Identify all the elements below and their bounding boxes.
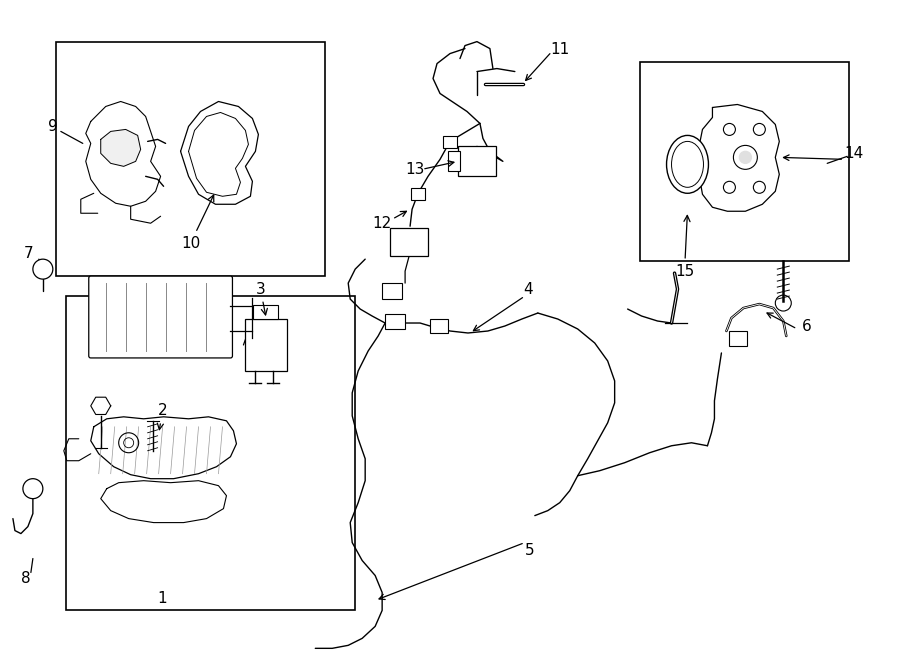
Bar [640,61,850,261]
Bar [448,151,460,171]
Polygon shape [101,481,227,523]
Polygon shape [86,102,160,206]
Text: 13: 13 [405,162,425,177]
Text: 1: 1 [158,591,167,606]
Bar [729,331,747,346]
Circle shape [22,479,43,498]
Text: 5: 5 [525,543,535,558]
Text: 7: 7 [24,246,33,260]
Text: 4: 4 [523,282,533,297]
Polygon shape [101,130,140,167]
Text: 15: 15 [675,215,694,279]
Bar [390,228,428,256]
Ellipse shape [667,136,708,193]
Polygon shape [181,102,258,204]
Bar [443,136,457,148]
Text: 10: 10 [181,195,214,251]
Text: 3: 3 [256,282,267,315]
Text: 12: 12 [373,215,392,231]
Bar [66,296,356,610]
Text: 14: 14 [844,146,864,161]
Bar [254,305,278,319]
Text: 2: 2 [158,403,167,430]
Bar [458,146,496,176]
Text: 8: 8 [21,571,31,586]
Bar [411,188,425,200]
Text: 6: 6 [803,319,812,334]
Polygon shape [91,417,237,479]
Bar [385,314,405,329]
Bar [382,283,402,299]
Ellipse shape [671,141,704,187]
Bar [56,42,325,276]
Polygon shape [91,397,111,414]
Bar [246,319,287,371]
Text: 9: 9 [48,119,58,134]
Circle shape [33,259,53,279]
Bar [430,319,448,333]
FancyBboxPatch shape [89,276,232,358]
Circle shape [740,151,752,163]
Polygon shape [699,104,779,212]
Text: 11: 11 [550,42,570,57]
